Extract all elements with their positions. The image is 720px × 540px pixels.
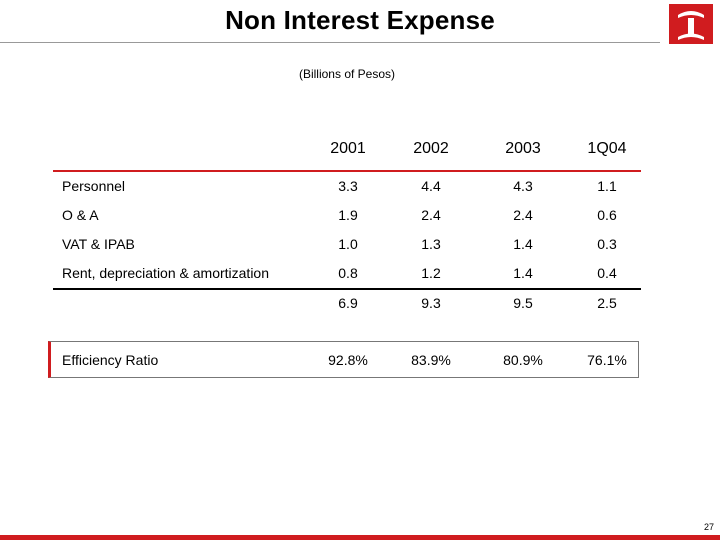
row-label: Rent, depreciation & amortization	[62, 265, 269, 281]
total-cell: 9.3	[421, 295, 441, 311]
page-number: 27	[703, 522, 714, 532]
column-header: 2001	[330, 140, 366, 157]
efficiency-value: 76.1%	[587, 352, 627, 368]
efficiency-value: 92.8%	[328, 352, 368, 368]
table-cell: 0.3	[597, 236, 617, 252]
table-cell: 0.8	[338, 265, 358, 281]
table-cell: 1.4	[513, 265, 533, 281]
table-cell: 2.4	[421, 207, 441, 223]
table-cell: 0.6	[597, 207, 617, 223]
efficiency-ratio-box	[48, 341, 639, 378]
efficiency-label: Efficiency Ratio	[62, 352, 159, 368]
row-label: Personnel	[62, 178, 126, 194]
logo-mark	[678, 11, 704, 40]
table-cell: 1.1	[597, 178, 617, 194]
row-label: O & A	[62, 207, 99, 223]
table-cell: 1.3	[421, 236, 441, 252]
table-cell: 4.4	[421, 178, 441, 194]
column-header: 1Q04	[587, 140, 627, 157]
table-cell: 1.4	[513, 236, 533, 252]
table-cell: 3.3	[338, 178, 358, 194]
efficiency-value: 80.9%	[503, 352, 543, 368]
units-subtitle: (Billions of Pesos)	[298, 67, 396, 81]
total-cell: 9.5	[513, 295, 533, 311]
title-divider	[0, 42, 660, 43]
page-title: Non Interest Expense	[225, 5, 495, 35]
table-cell: 0.4	[597, 265, 617, 281]
totals-divider	[53, 288, 641, 290]
column-header: 2003	[505, 140, 541, 157]
table-cell: 1.2	[421, 265, 441, 281]
efficiency-value: 83.9%	[411, 352, 451, 368]
table-cell: 4.3	[513, 178, 533, 194]
row-label: VAT & IPAB	[62, 236, 135, 252]
column-header: 2002	[413, 140, 449, 157]
total-cell: 2.5	[597, 295, 617, 311]
table-cell: 2.4	[513, 207, 533, 223]
table-cell: 1.9	[338, 207, 358, 223]
bank-logo-icon	[669, 4, 713, 44]
total-cell: 6.9	[338, 295, 358, 311]
footer-bar	[0, 535, 720, 540]
header-divider	[53, 170, 641, 172]
table-cell: 1.0	[338, 236, 358, 252]
